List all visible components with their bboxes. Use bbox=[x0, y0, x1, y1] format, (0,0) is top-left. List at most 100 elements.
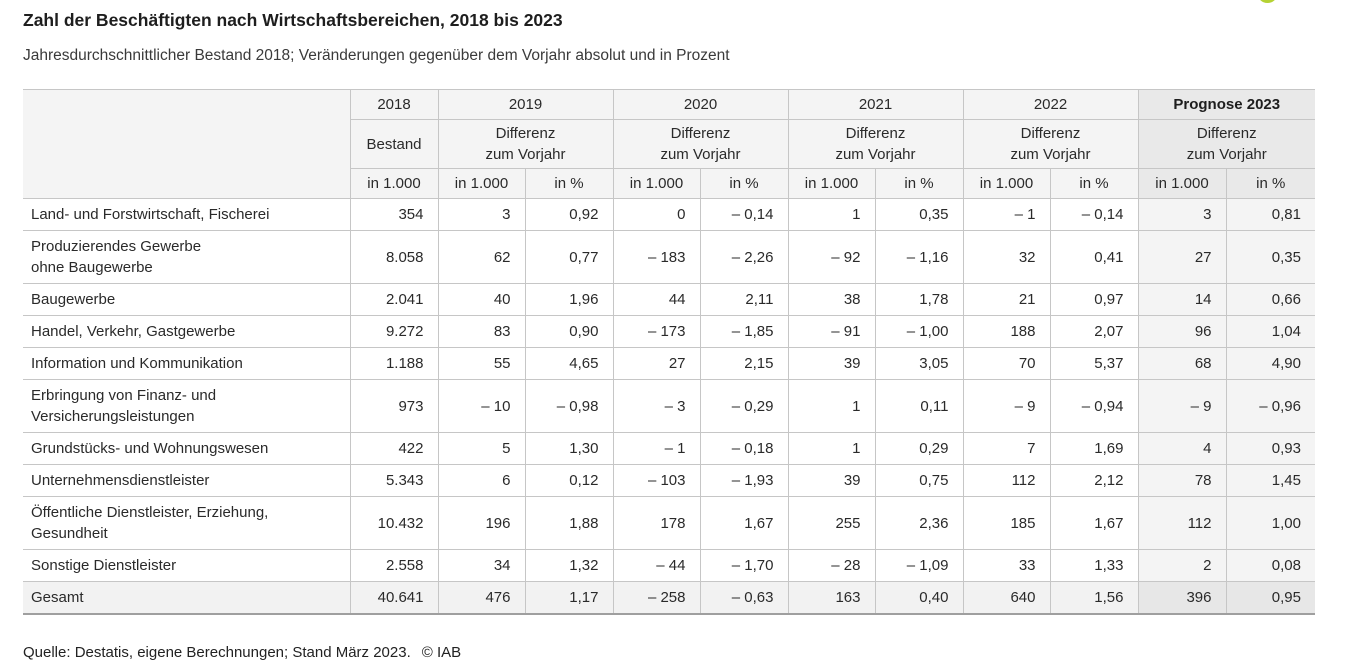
value-cell: – 2,26 bbox=[699, 230, 789, 284]
value-cell: – 0,14 bbox=[1049, 198, 1139, 231]
unit-cell: in % bbox=[1049, 168, 1139, 199]
sector-label: Unternehmensdienstleister bbox=[23, 464, 351, 497]
value-cell: 0,75 bbox=[874, 464, 964, 497]
value-cell: – 1,93 bbox=[699, 464, 789, 497]
value-cell: – 0,98 bbox=[524, 379, 614, 433]
value-cell: – 1 bbox=[612, 432, 701, 465]
value-cell: 255 bbox=[787, 496, 876, 550]
iab-logo-dot bbox=[1257, 0, 1278, 3]
value-cell: 34 bbox=[437, 549, 526, 582]
value-cell: 2,36 bbox=[874, 496, 964, 550]
value-cell: 112 bbox=[962, 464, 1051, 497]
value-cell: 973 bbox=[349, 379, 439, 433]
value-cell: 1,67 bbox=[699, 496, 789, 550]
value-cell: 476 bbox=[437, 581, 526, 614]
header-year-2020: 2020 bbox=[612, 89, 789, 120]
header-differenz-2022: Differenz zum Vorjahr bbox=[962, 119, 1139, 169]
table-body: Land- und Forstwirtschaft, Fischerei 354 3… bbox=[23, 198, 1315, 614]
header-differenz-2021: Differenz zum Vorjahr bbox=[787, 119, 964, 169]
value-cell: 1,67 bbox=[1049, 496, 1139, 550]
value-cell: 354 bbox=[349, 198, 439, 231]
value-cell: 0,93 bbox=[1225, 432, 1315, 465]
value-cell: – 44 bbox=[612, 549, 701, 582]
table-row: Produzierendes Gewerbe ohne Baugewerbe 8.… bbox=[23, 230, 1315, 284]
page-title: Zahl der Beschäftigten nach Wirtschaftsb… bbox=[23, 10, 563, 30]
value-cell: 1,33 bbox=[1049, 549, 1139, 582]
value-cell: 3 bbox=[1137, 198, 1227, 231]
value-cell: – 1,70 bbox=[699, 549, 789, 582]
value-cell: 0,95 bbox=[1225, 581, 1315, 614]
value-cell: 1,78 bbox=[874, 283, 964, 316]
value-cell: – 9 bbox=[962, 379, 1051, 433]
value-cell: 0,92 bbox=[524, 198, 614, 231]
value-cell: 5 bbox=[437, 432, 526, 465]
value-cell: 1,96 bbox=[524, 283, 614, 316]
value-cell: 1,88 bbox=[524, 496, 614, 550]
value-cell: – 0,63 bbox=[699, 581, 789, 614]
value-cell: 38 bbox=[787, 283, 876, 316]
value-cell: 40.641 bbox=[349, 581, 439, 614]
value-cell: 33 bbox=[962, 549, 1051, 582]
value-cell: 40 bbox=[437, 283, 526, 316]
value-cell: – 92 bbox=[787, 230, 876, 284]
value-cell: 1,30 bbox=[524, 432, 614, 465]
value-cell: 0,81 bbox=[1225, 198, 1315, 231]
value-cell: 1,04 bbox=[1225, 315, 1315, 348]
value-cell: – 1,00 bbox=[874, 315, 964, 348]
value-cell: 44 bbox=[612, 283, 701, 316]
header-year-2018: 2018 bbox=[349, 89, 439, 120]
value-cell: 2,15 bbox=[699, 347, 789, 380]
value-cell: 2.558 bbox=[349, 549, 439, 582]
unit-cell: in % bbox=[874, 168, 964, 199]
sector-label: Gesamt bbox=[23, 581, 351, 614]
value-cell: – 28 bbox=[787, 549, 876, 582]
value-cell: 178 bbox=[612, 496, 701, 550]
value-cell: 14 bbox=[1137, 283, 1227, 316]
value-cell: 4,90 bbox=[1225, 347, 1315, 380]
header-year-prognose-2023: Prognose 2023 bbox=[1137, 89, 1315, 120]
sector-label: Erbringung von Finanz- und Versicherungs… bbox=[23, 379, 351, 433]
sector-label: Öffentliche Dienstleister, Erziehung, Ge… bbox=[23, 496, 351, 550]
unit-cell: in % bbox=[1225, 168, 1315, 199]
value-cell: – 9 bbox=[1137, 379, 1227, 433]
value-cell: 640 bbox=[962, 581, 1051, 614]
value-cell: 0,08 bbox=[1225, 549, 1315, 582]
value-cell: 185 bbox=[962, 496, 1051, 550]
copyright-text: © IAB bbox=[421, 644, 462, 661]
header-year-2019: 2019 bbox=[437, 89, 614, 120]
value-cell: 0,90 bbox=[524, 315, 614, 348]
value-cell: 5,37 bbox=[1049, 347, 1139, 380]
value-cell: 32 bbox=[962, 230, 1051, 284]
value-cell: – 3 bbox=[612, 379, 701, 433]
value-cell: 3,05 bbox=[874, 347, 964, 380]
value-cell: 27 bbox=[1137, 230, 1227, 284]
header-year-2021: 2021 bbox=[787, 89, 964, 120]
value-cell: 1 bbox=[787, 379, 876, 433]
value-cell: 2,12 bbox=[1049, 464, 1139, 497]
header-year-2022: 2022 bbox=[962, 89, 1139, 120]
value-cell: – 10 bbox=[437, 379, 526, 433]
value-cell: 422 bbox=[349, 432, 439, 465]
value-cell: 0,11 bbox=[874, 379, 964, 433]
value-cell: – 1,85 bbox=[699, 315, 789, 348]
value-cell: 112 bbox=[1137, 496, 1227, 550]
value-cell: 83 bbox=[437, 315, 526, 348]
unit-cell: in 1.000 bbox=[787, 168, 876, 199]
employment-table: 2018 2019 2020 2021 2022 Prognose 2023 B… bbox=[23, 89, 1315, 615]
value-cell: 70 bbox=[962, 347, 1051, 380]
value-cell: 1,69 bbox=[1049, 432, 1139, 465]
value-cell: 163 bbox=[787, 581, 876, 614]
value-cell: 396 bbox=[1137, 581, 1227, 614]
value-cell: 196 bbox=[437, 496, 526, 550]
table-row: Öffentliche Dienstleister, Erziehung, Ge… bbox=[23, 496, 1315, 550]
value-cell: 55 bbox=[437, 347, 526, 380]
value-cell: – 258 bbox=[612, 581, 701, 614]
value-cell: 1 bbox=[787, 432, 876, 465]
value-cell: 1 bbox=[787, 198, 876, 231]
table-row: Information und Kommunikation 1.188 55 4,65… bbox=[23, 347, 1315, 380]
value-cell: 0,29 bbox=[874, 432, 964, 465]
value-cell: 0,66 bbox=[1225, 283, 1315, 316]
value-cell: 39 bbox=[787, 347, 876, 380]
value-cell: – 0,14 bbox=[699, 198, 789, 231]
header-differenz-2020: Differenz zum Vorjahr bbox=[612, 119, 789, 169]
